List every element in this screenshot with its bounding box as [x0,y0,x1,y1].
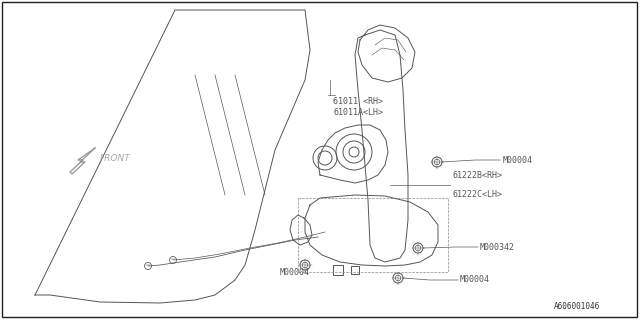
Text: 61011 <RH>: 61011 <RH> [333,97,383,106]
Bar [351,266,359,274]
Text: M00004: M00004 [460,276,490,284]
Text: M00004: M00004 [280,268,310,277]
Text: 61222C<LH>: 61222C<LH> [452,190,502,199]
Bar [333,265,343,275]
Text: FRONT: FRONT [100,154,131,163]
Polygon shape [70,148,95,174]
Text: 61222B<RH>: 61222B<RH> [452,171,502,180]
Text: M00004: M00004 [503,156,533,164]
Text: 61011A<LH>: 61011A<LH> [333,108,383,117]
Text: M000342: M000342 [480,243,515,252]
Text: A606001046: A606001046 [554,302,600,311]
